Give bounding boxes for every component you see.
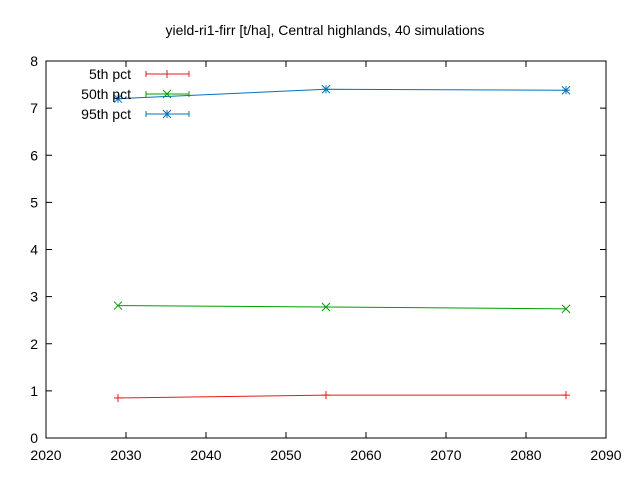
data-point: [561, 304, 571, 314]
y-tick-label: 5: [30, 194, 38, 210]
y-tick-label: 7: [30, 100, 38, 116]
legend-marker: [162, 109, 172, 119]
legend-item: 50th pct: [81, 86, 190, 102]
legend-marker: [162, 89, 172, 99]
series-2: [113, 84, 571, 104]
y-tick-label: 3: [30, 289, 38, 305]
data-point: [561, 85, 571, 95]
legend: 5th pct 50th pct 95th pct: [81, 66, 190, 122]
x-tick-label: 2050: [270, 447, 301, 463]
data-point: [114, 393, 122, 402]
y-tick-label: 0: [30, 430, 38, 446]
y-tick-label: 1: [30, 383, 38, 399]
legend-label: 95th pct: [81, 106, 131, 122]
x-tick-label: 2080: [510, 447, 541, 463]
y-tick-label: 8: [30, 53, 38, 69]
data-point: [113, 94, 123, 104]
x-tick-label: 2030: [110, 447, 141, 463]
axes: 0 1 2 3 4 5 6 7 8 2020 2030 2040 2050 2060 2070 2080 209…: [30, 53, 622, 463]
series-line: [117, 305, 567, 310]
data-point: [322, 391, 330, 400]
y-tick-label: 6: [30, 147, 38, 163]
legend-item: 5th pct: [89, 66, 190, 82]
series-line: [117, 394, 566, 399]
series-layer: [113, 84, 571, 402]
legend-marker: [163, 70, 171, 78]
data-point: [113, 301, 123, 310]
data-point: [562, 391, 570, 400]
x-tick-label: 2090: [590, 447, 621, 463]
series-1: [113, 301, 571, 314]
data-point: [321, 84, 331, 94]
y-tick-label: 4: [30, 242, 38, 258]
legend-label: 50th pct: [81, 86, 131, 102]
chart-title: yield-ri1-firr [t/ha], Central highlands…: [165, 22, 484, 38]
x-tick-label: 2020: [30, 447, 61, 463]
x-tick-label: 2040: [190, 447, 221, 463]
y-tick-label: 2: [30, 336, 38, 352]
x-tick-label: 2060: [350, 447, 381, 463]
x-tick-label: 2070: [430, 447, 461, 463]
legend-item: 95th pct: [81, 106, 190, 122]
legend-label: 5th pct: [89, 66, 131, 82]
series-0: [114, 391, 570, 402]
data-point: [321, 302, 331, 312]
